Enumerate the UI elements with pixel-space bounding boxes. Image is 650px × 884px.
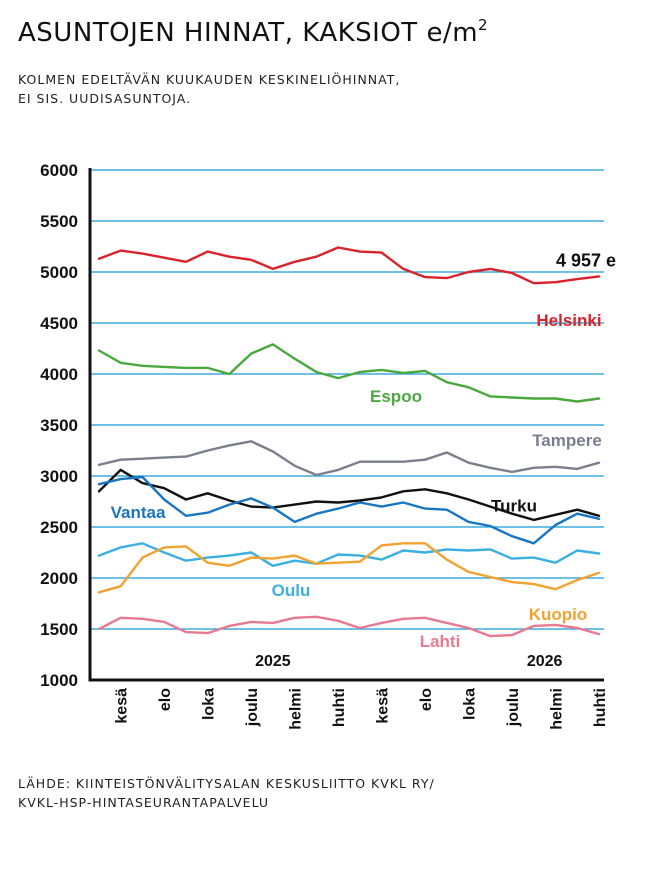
x-tick-label-5: huhti	[331, 688, 348, 727]
series-label-turku: Turku	[491, 496, 537, 515]
series-line-oulu	[97, 542, 601, 567]
x-tick-label-2: loka	[201, 688, 218, 720]
series-line-lahti	[97, 615, 601, 638]
year-label-2025: 2025	[255, 653, 291, 670]
series-label-lahti: Lahti	[420, 632, 461, 651]
x-tick-label-9: joulu	[505, 688, 522, 727]
chart-source: LÄHDE: KIINTEISTÖNVÄLITYSALAN KESKUSLIIT…	[18, 774, 435, 812]
y-tick-label-3500: 3500	[40, 416, 78, 435]
y-tick-label-4000: 4000	[40, 365, 78, 384]
y-tick-label-5500: 5500	[40, 212, 78, 231]
y-tick-label-2000: 2000	[40, 569, 78, 588]
title-unit-superscript: 2	[478, 16, 489, 34]
subtitle-line-2: EI SIS. UUDISASUNTOJA.	[18, 91, 192, 106]
series-label-kuopio: Kuopio	[529, 605, 588, 624]
subtitle-line-1: KOLMEN EDELTÄVÄN KUUKAUDEN KESKINELIÖHIN…	[18, 72, 401, 87]
y-tick-label-6000: 6000	[40, 161, 78, 180]
x-tick-label-6: kesä	[375, 688, 392, 724]
chart-title-text: ASUNTOJEN HINNAT, KAKSIOT	[18, 18, 418, 48]
series-label-helsinki: Helsinki	[536, 311, 601, 330]
year-label-2026: 2026	[527, 653, 563, 670]
series-label-oulu: Oulu	[272, 581, 311, 600]
y-tick-label-1000: 1000	[40, 671, 78, 690]
y-tick-label-5000: 5000	[40, 263, 78, 282]
y-tick-label-1500: 1500	[40, 620, 78, 639]
x-tick-label-7: elo	[418, 688, 435, 711]
x-tick-label-10: helmi	[549, 688, 566, 730]
x-tick-label-1: elo	[157, 688, 174, 711]
series-line-helsinki	[97, 246, 601, 285]
line-chart: 6000 5500 5000 4500 4000 3500 3000 2500 2000 1500…	[40, 161, 616, 730]
x-tick-label-0: kesä	[114, 688, 131, 724]
series-label-vantaa: Vantaa	[111, 503, 166, 522]
y-tick-label-3000: 3000	[40, 467, 78, 486]
y-tick-label-2500: 2500	[40, 518, 78, 537]
x-tick-label-11: huhti	[592, 688, 609, 727]
chart-title: ASUNTOJEN HINNAT, KAKSIOT e/m2	[18, 16, 489, 48]
source-line-2: KVKL-HSP-HINTASEURANTAPALVELU	[18, 795, 270, 810]
series-line-espoo	[97, 343, 601, 403]
x-tick-label-4: helmi	[288, 688, 305, 730]
series-line-vantaa	[97, 475, 601, 545]
series-line-tampere	[97, 440, 601, 477]
title-unit-text: e/m	[426, 18, 479, 48]
y-tick-label-4500: 4500	[40, 314, 78, 333]
chart-subtitle: KOLMEN EDELTÄVÄN KUUKAUDEN KESKINELIÖHIN…	[18, 70, 400, 108]
series-label-espoo: Espoo	[370, 387, 422, 406]
series-label-tampere: Tampere	[532, 431, 602, 450]
series-line-turku	[97, 468, 601, 522]
x-tick-label-8: loka	[462, 688, 479, 720]
source-line-1: LÄHDE: KIINTEISTÖNVÄLITYSALAN KESKUSLIIT…	[18, 776, 435, 791]
series-value-label-helsinki: 4 957 e	[556, 250, 616, 270]
series-line-kuopio	[97, 542, 601, 594]
chart-title-unit: e/m2	[426, 16, 489, 48]
x-tick-label-3: joulu	[244, 688, 261, 727]
